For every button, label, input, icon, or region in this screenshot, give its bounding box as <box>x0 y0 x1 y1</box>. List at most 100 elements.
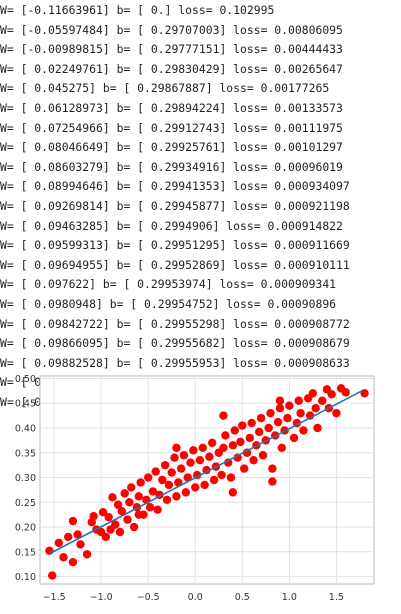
scatter-point <box>183 473 192 482</box>
scatter-point <box>68 516 78 526</box>
x-tick-label: 1.5 <box>329 592 344 603</box>
log-line: W= [ 0.09599313] b= [ 0.29951295] loss= … <box>0 238 350 253</box>
scatter-point <box>223 458 233 467</box>
scatter-point <box>275 403 285 413</box>
scatter-point <box>117 507 127 516</box>
fit-line <box>49 389 364 555</box>
scatter-point <box>136 478 145 487</box>
scatter-point <box>145 503 155 512</box>
scatter-point <box>264 423 273 433</box>
scatter-point <box>134 492 143 501</box>
x-tick-label: −1.0 <box>90 592 113 603</box>
scatter-point <box>125 498 134 507</box>
scatter-point <box>195 455 205 465</box>
scatter-point <box>200 480 209 490</box>
scatter-point <box>129 522 139 532</box>
scatter-point <box>245 433 255 443</box>
scatter-point <box>76 540 85 549</box>
scatter-point <box>113 500 123 509</box>
log-line: W= [-0.00989815] b= [ 0.29777151] loss= … <box>0 42 343 57</box>
x-tick-label: 1.0 <box>282 592 297 603</box>
scatter-point <box>228 441 238 450</box>
scatter-point <box>170 453 179 462</box>
log-line: W= [ 0.045275] b= [ 0.29867887] loss= 0.… <box>0 81 330 96</box>
scatter-point <box>115 527 125 537</box>
scatter-point <box>221 431 230 440</box>
scatter-point <box>64 532 73 542</box>
scatter-point <box>134 510 143 519</box>
y-tick-label: 0.25 <box>15 498 36 509</box>
scatter-point <box>258 451 268 460</box>
log-line: W= [ 0.097622] b= [ 0.29953974] loss= 0.… <box>0 277 337 292</box>
scatter-points <box>45 384 369 580</box>
scatter-point <box>230 426 239 435</box>
scatter-point <box>172 492 181 501</box>
scatter-point <box>143 473 153 482</box>
scatter-point <box>247 418 256 428</box>
log-line: W= [ 0.09882528] b= [ 0.29955953] loss= … <box>0 355 350 370</box>
y-tick-label: 0.35 <box>15 448 36 459</box>
fit-line-group <box>49 389 364 555</box>
scatter-point <box>256 413 266 423</box>
scatter-point <box>153 505 162 514</box>
scatter-point <box>268 464 277 473</box>
scatter-point <box>89 511 98 521</box>
scatter-point <box>239 464 249 473</box>
log-line: W= [ 0.09694955] b= [ 0.29952869] loss= … <box>0 257 350 272</box>
scatter-point <box>273 417 283 427</box>
scatter-point <box>296 408 305 418</box>
scatter-point <box>167 468 176 477</box>
y-tick-label: 0.15 <box>15 547 36 558</box>
scatter-point <box>186 458 195 467</box>
scatter-point <box>120 489 129 498</box>
scatter-point <box>54 538 64 548</box>
log-line: W= [ 0.08994646] b= [ 0.29941353] loss= … <box>0 179 350 194</box>
scatter-point <box>268 477 277 486</box>
scatter-point <box>341 388 350 397</box>
scatter-point <box>104 512 113 522</box>
scatter-point <box>283 413 292 423</box>
regression-chart: −1.5 −1.0 −0.5 0.0 0.5 1.0 1.5 0.10 0.15 0.20 0.2… <box>15 374 375 603</box>
scatter-point <box>181 488 191 497</box>
scatter-point <box>299 426 308 435</box>
log-line: W= [ 0.0980948] b= [ 0.29954752] loss= 0… <box>0 296 337 311</box>
log-line: W= [ 0.08046649] b= [ 0.29925761] loss= … <box>0 140 343 155</box>
log-line: W= [ 0.09269814] b= [ 0.29945877] loss= … <box>0 198 350 213</box>
scatter-point <box>179 451 189 460</box>
scatter-point <box>98 507 108 517</box>
scatter-point <box>59 553 68 562</box>
x-tick-label: 0.5 <box>235 592 250 603</box>
scatter-point <box>68 558 78 567</box>
scatter-point <box>249 455 258 465</box>
scatter-point <box>198 443 207 453</box>
scatter-point <box>45 546 54 556</box>
y-tick-label: 0.30 <box>15 473 36 484</box>
log-line: W= [ 0.02249761] b= [ 0.29830429] loss= … <box>0 61 343 76</box>
scatter-point <box>255 427 264 437</box>
scatter-point <box>332 408 341 418</box>
log-line: W= [ 0.06128973] b= [ 0.29894224] loss= … <box>0 100 343 115</box>
scatter-point <box>238 421 247 430</box>
scatter-point <box>285 401 294 410</box>
scatter-point <box>289 433 299 443</box>
scatter-point <box>327 390 336 399</box>
scatter-point <box>73 530 82 539</box>
log-line: W= [ 0.09866095] b= [ 0.29955682] loss= … <box>0 336 350 351</box>
scatter-point <box>313 423 322 433</box>
scatter-point <box>242 448 252 457</box>
scatter-point <box>191 483 200 492</box>
scatter-point <box>176 464 186 473</box>
y-tick-label: 0.50 <box>15 374 36 385</box>
scatter-point <box>219 443 228 453</box>
x-tick-label: 0.0 <box>188 592 203 603</box>
y-tick-label: 0.20 <box>15 523 36 534</box>
y-tick-label: 0.45 <box>15 399 36 410</box>
scatter-point <box>127 483 136 492</box>
scatter-point <box>308 389 318 398</box>
scatter-point <box>277 443 286 453</box>
log-line: W= [-0.11663961] b= [ 0.] loss= 0.102995 <box>0 3 275 17</box>
log-line: W= [ 0.07254966] b= [ 0.29912743] loss= … <box>0 120 343 135</box>
scatter-point <box>108 493 117 502</box>
scatter-point <box>162 495 172 505</box>
scatter-point <box>275 396 285 405</box>
